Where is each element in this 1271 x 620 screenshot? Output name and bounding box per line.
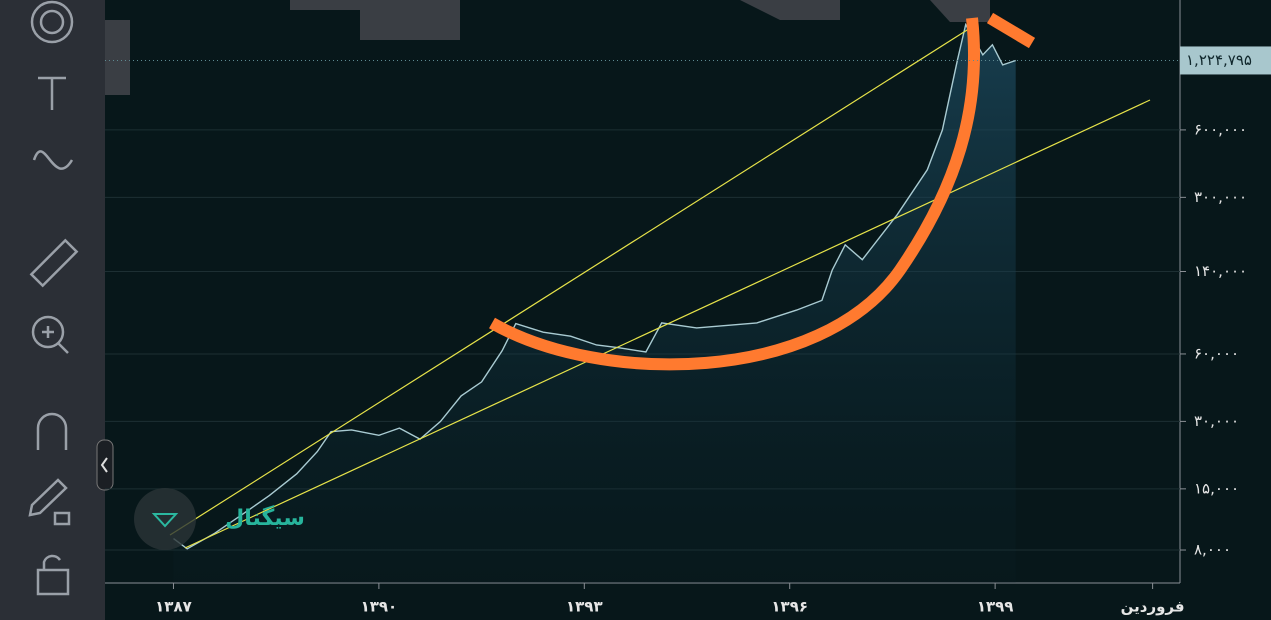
x-tick-label: ۱۳۸۷ bbox=[155, 598, 192, 616]
x-tick-label: فروردین bbox=[1121, 598, 1185, 616]
x-tick-label: ۱۳۹۳ bbox=[566, 598, 603, 616]
trend-line bbox=[184, 99, 1151, 549]
arc-annotation bbox=[489, 17, 981, 371]
collapse-handle[interactable] bbox=[96, 439, 114, 491]
pencil-lock-icon[interactable] bbox=[28, 478, 68, 517]
lock-icon[interactable] bbox=[36, 568, 70, 596]
y-tick-label: ۸,۰۰۰ bbox=[1194, 541, 1231, 559]
trend-line bbox=[169, 24, 976, 536]
x-tick-label: ۱۳۹۹ bbox=[977, 598, 1014, 616]
text-icon[interactable] bbox=[38, 76, 66, 110]
y-tick-label: ۳۰,۰۰۰ bbox=[1194, 412, 1239, 430]
price-label-box bbox=[1180, 46, 1271, 75]
y-tick-label: ۱۴۰,۰۰۰ bbox=[1194, 262, 1247, 280]
magnet-icon[interactable] bbox=[36, 412, 68, 450]
y-tick-label: ۶۰۰,۰۰۰ bbox=[1194, 120, 1247, 138]
watermark-logo bbox=[134, 488, 196, 550]
y-tick-label: ۱۵,۰۰۰ bbox=[1194, 479, 1239, 497]
curve-icon[interactable] bbox=[32, 150, 74, 170]
arc-annotation bbox=[986, 12, 1036, 49]
price-label: ۱,۲۲۴,۷۹۵ bbox=[1186, 51, 1252, 69]
price-line bbox=[173, 22, 1016, 550]
ruler-icon[interactable] bbox=[29, 238, 79, 288]
x-tick-label: ۱۳۹۶ bbox=[771, 598, 808, 616]
x-tick-label: ۱۳۹۰ bbox=[361, 598, 398, 616]
orbit-icon[interactable] bbox=[30, 0, 74, 44]
toolbar-icons bbox=[28, 0, 79, 596]
zoom-icon[interactable] bbox=[31, 315, 65, 349]
y-tick-label: ۶۰,۰۰۰ bbox=[1194, 344, 1239, 362]
background-shapes bbox=[105, 0, 990, 95]
y-tick-label: ۳۰۰,۰۰۰ bbox=[1194, 188, 1247, 206]
watermark: سیگنال bbox=[225, 504, 305, 531]
area bbox=[173, 24, 1016, 584]
